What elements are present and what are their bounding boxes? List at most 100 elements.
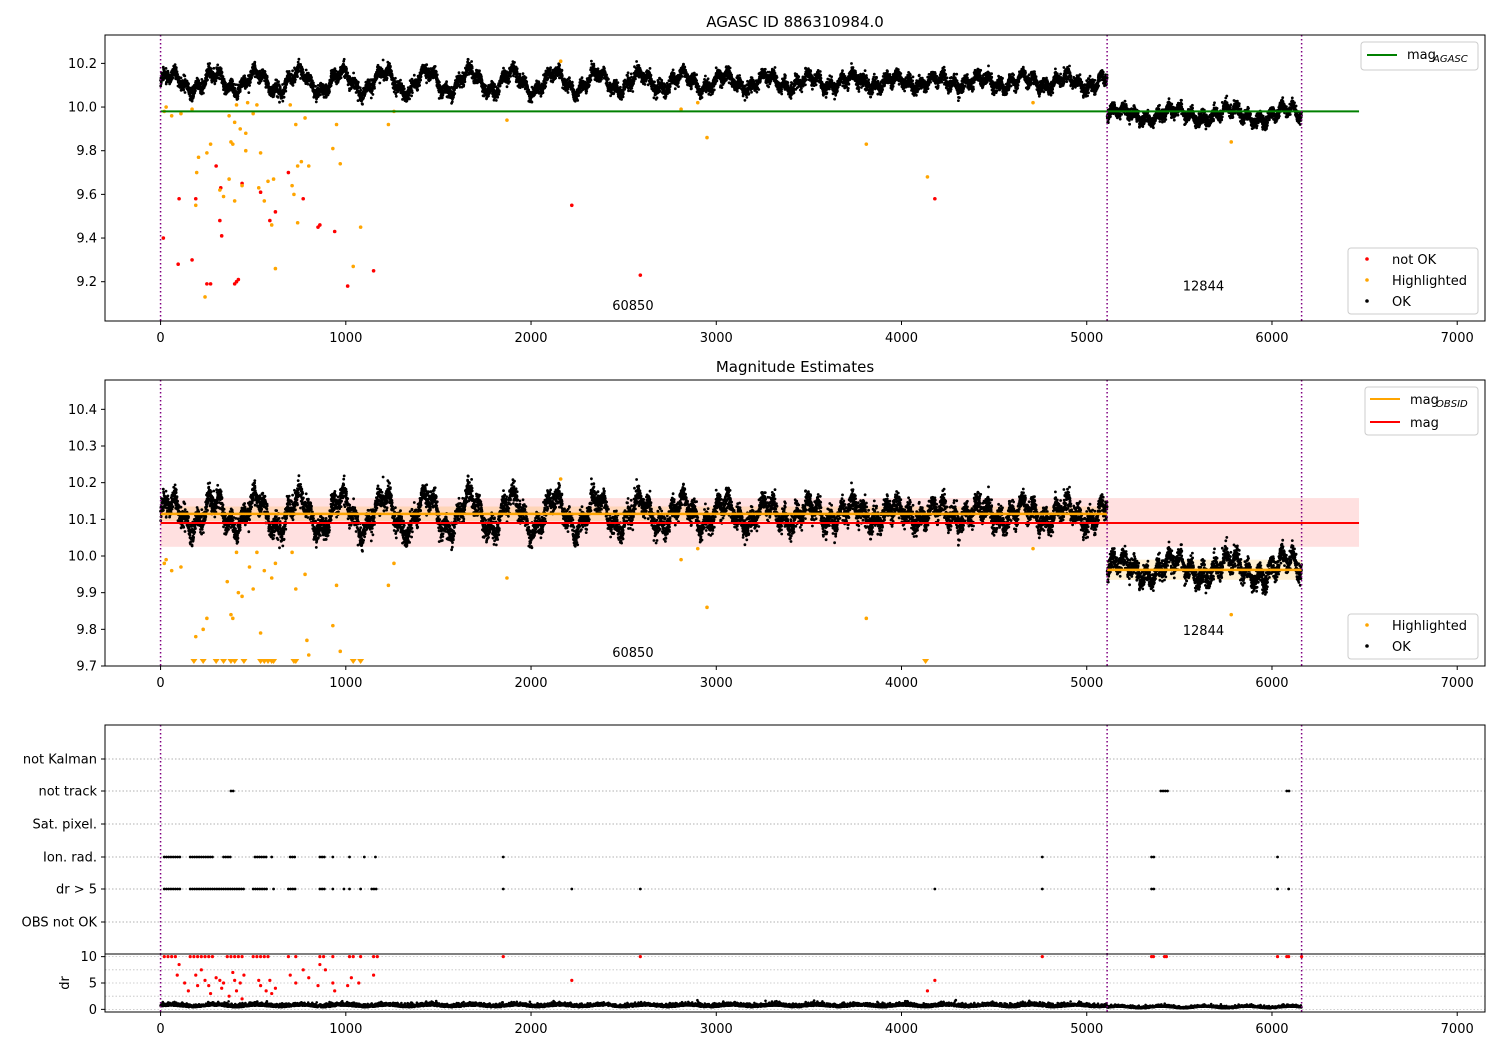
ok-point — [389, 64, 392, 68]
ok-point — [253, 60, 257, 64]
ok-point — [419, 75, 423, 79]
ok-point — [368, 80, 371, 84]
ok-point — [655, 96, 659, 100]
ok-point — [284, 86, 288, 89]
ok-point — [287, 70, 291, 73]
ok-point — [291, 69, 294, 73]
ok-point — [637, 64, 641, 67]
ok-point — [590, 59, 593, 63]
ok-point — [411, 91, 414, 94]
ok-point — [521, 72, 525, 75]
ok-point — [202, 91, 205, 95]
ok-point — [281, 99, 285, 103]
ok-point — [497, 92, 501, 96]
ok-point — [390, 69, 393, 73]
ok-point — [549, 66, 552, 70]
ok-point — [712, 88, 716, 92]
ok-point — [677, 85, 680, 88]
ok-point — [425, 63, 429, 67]
agasc-panel: AGASC ID 886310984.0 9.29.49.69.810.010.… — [68, 13, 1486, 346]
ok-point — [249, 81, 252, 84]
ok-point — [496, 95, 500, 99]
ok-point — [400, 82, 403, 85]
ok-point — [238, 88, 242, 92]
ok-point — [649, 73, 653, 77]
ok-point — [530, 100, 534, 104]
ok-point — [671, 68, 675, 72]
ok-point — [190, 99, 194, 103]
ok-point — [605, 73, 608, 77]
ok-point — [373, 86, 376, 90]
ok-point — [626, 71, 630, 75]
ok-point — [509, 74, 512, 78]
ok-point — [513, 61, 516, 64]
ok-point — [470, 60, 473, 63]
ok-point — [635, 60, 638, 63]
ok-point — [212, 66, 216, 70]
ok-point — [544, 81, 548, 85]
ok-point — [634, 77, 637, 81]
ok-point — [453, 92, 457, 95]
ok-point — [294, 78, 297, 81]
ok-point — [700, 96, 704, 99]
ok-point — [668, 91, 671, 94]
ok-point — [525, 80, 529, 84]
ok-point — [616, 81, 620, 84]
ok-point — [700, 92, 704, 95]
ok-point — [487, 94, 490, 98]
ok-point — [509, 72, 512, 76]
ok-point — [585, 89, 589, 93]
ok-point — [319, 93, 322, 97]
ok-point — [463, 80, 467, 84]
ok-point — [478, 69, 481, 73]
ok-point — [378, 81, 382, 85]
ok-point — [314, 84, 317, 88]
ok-point — [560, 74, 564, 78]
ok-point — [231, 79, 235, 83]
ok-point — [247, 91, 251, 94]
ok-point — [304, 68, 308, 72]
ok-point — [369, 96, 373, 100]
ok-point — [484, 84, 488, 88]
ok-point — [342, 57, 346, 61]
ok-point — [470, 66, 474, 70]
ok-point — [466, 58, 470, 61]
ok-point — [544, 85, 547, 88]
ok-point — [299, 77, 302, 80]
ok-point — [607, 77, 610, 81]
ok-point — [631, 90, 635, 93]
ok-point — [164, 67, 168, 70]
ok-point — [435, 73, 439, 77]
ok-point — [558, 63, 561, 67]
ok-point — [570, 80, 574, 84]
ok-point — [612, 92, 616, 95]
ok-point — [664, 95, 668, 98]
ok-point — [603, 67, 606, 70]
ok-point — [676, 81, 680, 85]
ok-point — [560, 68, 564, 72]
ok-point — [208, 62, 212, 65]
ok-point — [206, 78, 209, 82]
ok-point — [648, 67, 652, 70]
ok-point — [171, 76, 175, 80]
ok-point — [507, 77, 511, 81]
ok-point — [571, 84, 575, 87]
ok-point — [248, 84, 252, 87]
ok-point — [673, 87, 677, 91]
ok-point — [297, 57, 301, 61]
ok-point — [193, 91, 197, 95]
ok-point — [399, 78, 402, 82]
ok-point — [683, 65, 687, 69]
ok-point — [194, 89, 197, 93]
ok-point — [622, 92, 625, 96]
ok-point — [314, 100, 318, 104]
ok-point — [410, 94, 413, 98]
ok-point — [352, 71, 355, 75]
ok-point — [183, 74, 187, 78]
ok-point — [412, 73, 416, 77]
ok-point — [216, 63, 220, 67]
ok-point — [183, 91, 187, 94]
ok-point — [381, 58, 385, 62]
ok-point — [497, 89, 501, 93]
ok-point — [233, 86, 237, 90]
